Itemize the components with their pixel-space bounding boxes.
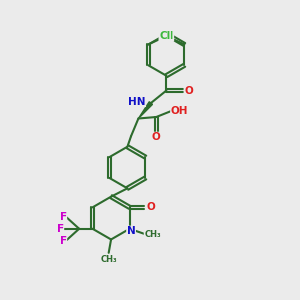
Text: O: O [146, 202, 155, 212]
Text: Cl: Cl [159, 31, 170, 41]
Text: HN: HN [128, 97, 146, 106]
Text: CH₃: CH₃ [100, 255, 117, 264]
Text: O: O [184, 85, 193, 96]
Text: F: F [59, 236, 67, 246]
Text: CH₃: CH₃ [144, 230, 161, 238]
Text: Cl: Cl [162, 31, 174, 41]
Text: N: N [127, 226, 136, 236]
Text: F: F [59, 212, 67, 222]
Text: F: F [57, 224, 64, 234]
Text: O: O [152, 132, 161, 142]
Polygon shape [138, 102, 152, 118]
Text: OH: OH [171, 106, 188, 116]
